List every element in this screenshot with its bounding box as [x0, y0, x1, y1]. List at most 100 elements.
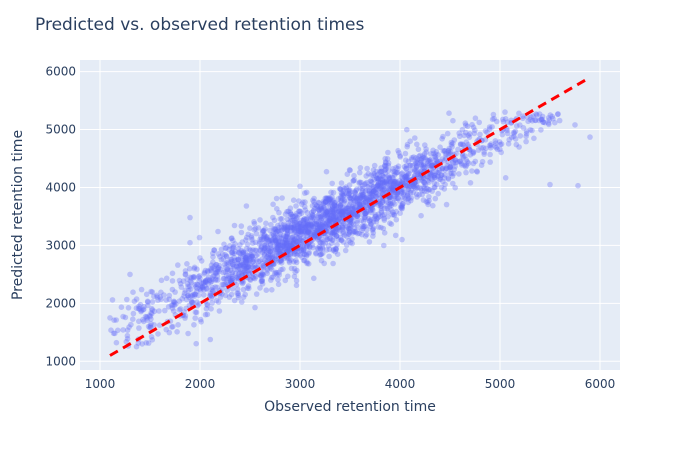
data-point	[197, 286, 203, 292]
data-point	[220, 256, 227, 263]
data-point	[182, 313, 189, 319]
data-point	[282, 226, 288, 233]
data-point	[375, 182, 381, 188]
data-point	[266, 238, 273, 244]
data-point	[308, 224, 315, 231]
data-point	[311, 275, 317, 282]
data-point	[369, 191, 375, 198]
data-point	[295, 225, 302, 232]
data-point	[314, 225, 321, 232]
data-point	[201, 271, 208, 277]
data-point	[275, 243, 282, 249]
data-point	[381, 186, 387, 193]
data-point	[237, 262, 244, 268]
data-point	[394, 189, 401, 196]
data-point	[411, 180, 418, 186]
data-point	[145, 299, 151, 305]
data-point	[511, 130, 517, 137]
data-point	[370, 192, 376, 199]
data-point	[368, 207, 374, 213]
data-point	[351, 189, 358, 195]
data-point	[304, 209, 311, 216]
data-point	[421, 154, 428, 161]
data-point	[348, 192, 355, 199]
data-point	[213, 262, 219, 268]
data-point	[413, 167, 419, 173]
data-point	[228, 235, 235, 242]
data-point	[379, 172, 386, 179]
data-point	[467, 180, 474, 186]
data-point	[478, 145, 484, 151]
data-point	[264, 268, 270, 274]
data-point	[251, 220, 258, 227]
data-point	[209, 284, 216, 291]
data-point	[216, 308, 223, 314]
data-point	[391, 178, 398, 185]
data-point	[469, 168, 475, 174]
data-point	[352, 194, 358, 201]
data-point	[241, 269, 247, 275]
data-point	[403, 172, 410, 179]
data-point	[244, 252, 251, 259]
data-point	[130, 310, 137, 317]
data-point	[351, 229, 358, 235]
data-point	[334, 251, 341, 257]
data-point	[128, 321, 134, 328]
data-point	[276, 209, 282, 216]
data-point	[258, 244, 265, 251]
data-point	[360, 196, 367, 202]
data-point	[282, 237, 289, 244]
data-point	[292, 227, 298, 233]
data-point	[368, 172, 375, 178]
data-point	[204, 301, 210, 308]
data-point	[345, 203, 352, 210]
data-point	[368, 216, 374, 223]
data-point	[200, 279, 207, 285]
data-point	[303, 189, 310, 196]
data-point	[339, 219, 346, 225]
data-point	[317, 239, 324, 246]
data-point	[531, 135, 537, 142]
data-point	[285, 247, 292, 254]
data-point	[131, 298, 138, 305]
data-point	[318, 206, 325, 213]
data-point	[294, 225, 300, 231]
data-point	[280, 243, 287, 249]
data-point	[197, 255, 203, 261]
data-point	[193, 284, 199, 290]
data-point	[347, 239, 354, 246]
y-tick-label: 4000	[45, 180, 76, 194]
data-point	[293, 231, 300, 238]
data-point	[333, 211, 340, 218]
data-point	[555, 111, 561, 118]
data-point	[385, 208, 392, 215]
data-point	[267, 248, 273, 255]
data-point	[360, 223, 367, 230]
data-point	[274, 253, 280, 259]
data-point	[277, 234, 283, 240]
data-point	[393, 195, 399, 202]
data-point	[344, 171, 351, 177]
data-point	[347, 189, 353, 195]
data-point	[420, 197, 427, 203]
data-point	[326, 197, 333, 204]
data-point	[418, 158, 425, 164]
data-point	[356, 198, 363, 204]
data-point	[338, 186, 344, 192]
data-point	[157, 294, 163, 300]
data-point	[355, 224, 361, 231]
data-point	[408, 187, 415, 194]
data-point	[400, 180, 406, 187]
data-point	[213, 261, 220, 268]
data-point	[422, 180, 428, 186]
data-point	[424, 163, 431, 169]
data-point	[420, 164, 426, 170]
data-point	[366, 195, 372, 201]
data-point	[238, 270, 245, 277]
data-point	[410, 183, 417, 190]
data-point	[343, 184, 349, 190]
data-point	[315, 212, 322, 219]
data-point	[513, 123, 520, 129]
data-point	[234, 290, 240, 296]
data-point	[416, 184, 422, 191]
